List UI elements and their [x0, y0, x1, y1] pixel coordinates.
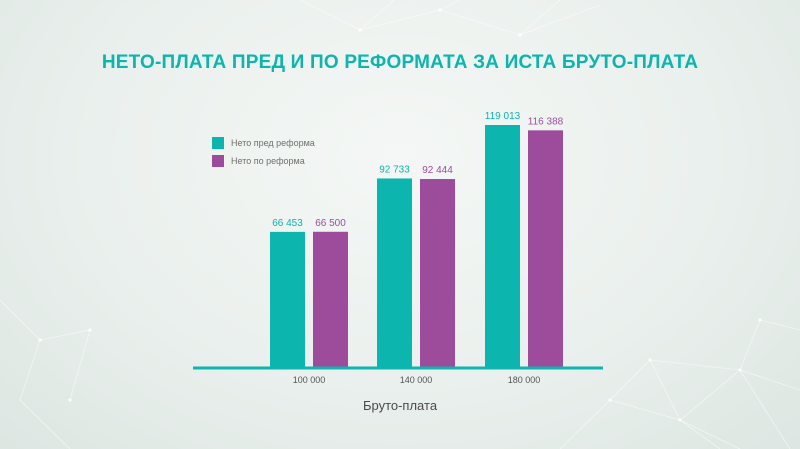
data-label-after-3: 116 388 [528, 116, 564, 127]
data-label-before-3: 119 013 [485, 111, 521, 122]
legend-item-after: Нето по реформа [212, 152, 315, 169]
x-axis-title: Бруто-плата [362, 398, 438, 413]
x-tick-label-1: 100 000 [293, 375, 326, 385]
chart-title: НЕТО-ПЛАТА ПРЕД И ПО РЕФОРМАТА ЗА ИСТА Б… [101, 52, 699, 73]
x-tick-label-3: 180 000 [508, 375, 541, 385]
data-label-before-1: 66 453 [272, 218, 303, 229]
data-label-after-1: 66 500 [315, 218, 346, 229]
bar-after-2 [420, 179, 455, 367]
bar-after-1 [313, 231, 348, 367]
chart-legend: Нето пред реформа Нето по реформа [212, 134, 315, 170]
data-label-before-2: 92 733 [379, 164, 410, 175]
bar-before-1 [270, 231, 305, 367]
data-label-after-2: 92 444 [422, 165, 453, 176]
bar-before-3 [485, 125, 520, 367]
bar-after-3 [528, 130, 563, 367]
legend-label-after: Нето по реформа [231, 155, 305, 166]
legend-label-before: Нето пред реформа [231, 137, 315, 148]
x-tick-label-2: 140 000 [400, 375, 433, 385]
legend-swatch-after [212, 154, 224, 167]
bar-before-2 [377, 178, 412, 367]
legend-swatch-before [212, 136, 224, 149]
legend-item-before: Нето пред реформа [212, 134, 315, 151]
